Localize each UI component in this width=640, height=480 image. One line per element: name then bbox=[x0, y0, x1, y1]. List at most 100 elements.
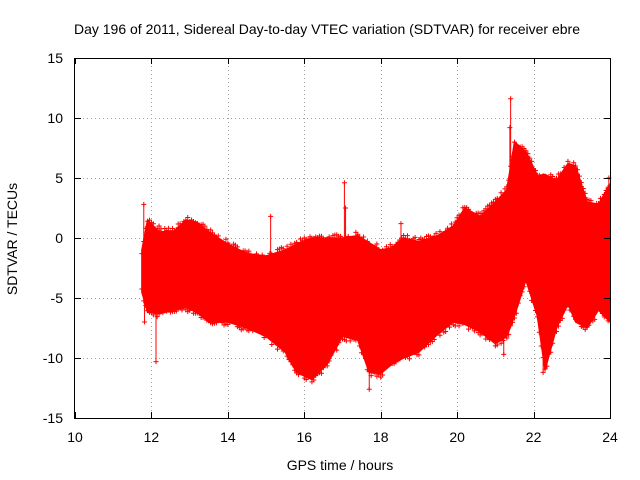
outlier-point bbox=[540, 369, 546, 375]
data-point bbox=[273, 340, 279, 346]
data-point bbox=[576, 318, 582, 324]
data-point bbox=[397, 356, 403, 362]
data-point bbox=[391, 244, 397, 250]
data-point bbox=[326, 358, 332, 364]
data-point bbox=[173, 227, 179, 233]
data-point bbox=[452, 219, 458, 225]
data-point bbox=[164, 308, 170, 314]
data-point bbox=[273, 253, 279, 259]
data-point bbox=[500, 194, 506, 200]
x-tick-label: 22 bbox=[526, 429, 542, 445]
data-point bbox=[554, 329, 559, 335]
data-point bbox=[278, 343, 284, 349]
data-point bbox=[605, 318, 611, 324]
data-point bbox=[382, 248, 388, 254]
data-point bbox=[269, 341, 275, 347]
data-point bbox=[141, 298, 147, 304]
data-point bbox=[490, 336, 496, 342]
data-point bbox=[603, 188, 609, 194]
data-point bbox=[385, 246, 391, 252]
data-point bbox=[171, 230, 177, 236]
data-point bbox=[404, 350, 410, 356]
data-point bbox=[290, 362, 296, 368]
data-point bbox=[288, 241, 294, 247]
data-point bbox=[208, 227, 214, 233]
data-point bbox=[599, 197, 605, 203]
data-point bbox=[569, 164, 575, 170]
data-point bbox=[548, 349, 554, 355]
data-point bbox=[166, 305, 172, 311]
data-point bbox=[361, 234, 367, 240]
data-point bbox=[555, 323, 561, 329]
data-point bbox=[447, 324, 452, 330]
data-point bbox=[597, 307, 603, 313]
data-point bbox=[513, 310, 519, 316]
data-point bbox=[139, 286, 145, 292]
data-point bbox=[532, 168, 538, 174]
data-point bbox=[177, 303, 183, 309]
data-point bbox=[376, 246, 382, 252]
data-point bbox=[357, 343, 363, 349]
data-point bbox=[515, 300, 521, 306]
data-point bbox=[519, 289, 525, 295]
data-point bbox=[336, 340, 342, 346]
data-point bbox=[466, 326, 472, 332]
data-point bbox=[238, 251, 244, 257]
data-point bbox=[469, 324, 475, 330]
data-point bbox=[150, 221, 156, 227]
data-point bbox=[234, 244, 240, 250]
data-point bbox=[437, 332, 443, 338]
data-point bbox=[380, 372, 386, 378]
data-point bbox=[464, 321, 470, 327]
data-point bbox=[169, 226, 175, 232]
data-point bbox=[594, 308, 600, 314]
data-point bbox=[435, 330, 441, 336]
data-point bbox=[160, 231, 166, 237]
data-point bbox=[296, 372, 302, 378]
y-tick-labels: -15 -10 -5 0 5 10 15 bbox=[43, 50, 63, 426]
data-point bbox=[265, 256, 271, 262]
data-point bbox=[267, 335, 273, 341]
data-point bbox=[588, 198, 594, 204]
data-point bbox=[324, 237, 330, 243]
outlier-point bbox=[366, 386, 372, 392]
data-point bbox=[324, 363, 330, 369]
data-point bbox=[154, 314, 160, 320]
data-point bbox=[445, 225, 451, 231]
data-point bbox=[511, 139, 517, 145]
data-point bbox=[143, 302, 149, 308]
data-point bbox=[565, 302, 571, 308]
data-point bbox=[534, 314, 540, 320]
x-tick-label: 16 bbox=[296, 429, 312, 445]
data-point bbox=[498, 190, 504, 196]
outlier-point bbox=[507, 125, 513, 131]
data-point bbox=[404, 233, 410, 239]
data-point bbox=[559, 172, 565, 178]
data-point bbox=[536, 329, 542, 335]
data-point bbox=[498, 340, 504, 346]
data-point bbox=[213, 320, 219, 326]
data-point bbox=[259, 330, 265, 336]
data-point bbox=[456, 323, 462, 329]
data-point bbox=[156, 311, 162, 317]
data-point bbox=[217, 317, 223, 323]
data-point bbox=[504, 335, 510, 341]
data-point bbox=[496, 198, 502, 204]
data-point bbox=[139, 251, 145, 257]
sdtvar-series bbox=[139, 96, 612, 392]
data-point bbox=[246, 248, 252, 254]
outlier-point bbox=[501, 351, 507, 357]
data-point bbox=[569, 307, 575, 313]
data-point bbox=[334, 347, 340, 353]
data-point bbox=[211, 232, 217, 238]
data-point bbox=[257, 328, 263, 334]
data-point bbox=[185, 214, 191, 220]
data-point bbox=[529, 158, 535, 164]
data-point bbox=[511, 315, 517, 321]
data-point bbox=[307, 372, 313, 378]
data-point bbox=[538, 343, 544, 349]
data-point bbox=[546, 177, 552, 183]
data-point bbox=[521, 284, 527, 290]
data-point bbox=[401, 351, 407, 357]
data-point bbox=[575, 167, 581, 173]
